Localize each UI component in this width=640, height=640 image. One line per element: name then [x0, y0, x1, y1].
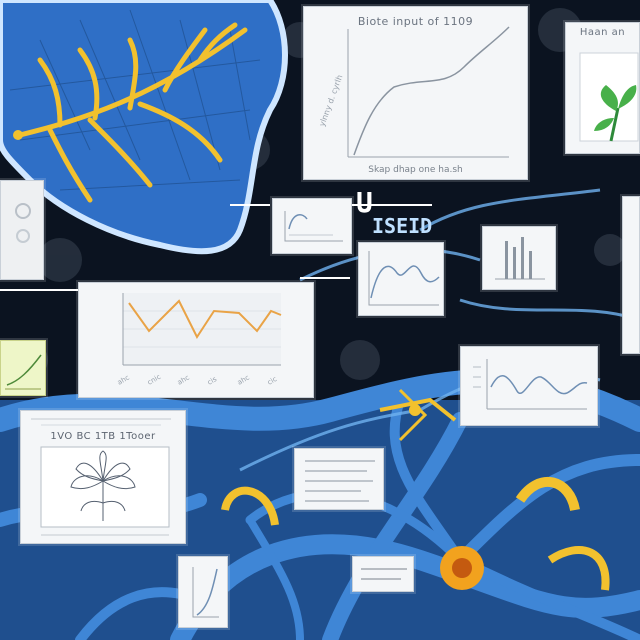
svg-text:ahc: ahc: [176, 373, 191, 386]
mini-chart-2: [358, 242, 444, 316]
top-chart-caption: Skap dhap one ha.sh: [368, 165, 463, 175]
bottom-mini-panel: [178, 556, 228, 628]
edge-panel-right: [622, 196, 640, 354]
plant-panel-title: Haan an: [579, 27, 626, 38]
bottom-label-panel: [352, 556, 414, 592]
mini-chart-1: [272, 198, 352, 254]
svg-text:cic: cic: [266, 375, 278, 387]
svg-text:ahc: ahc: [116, 373, 131, 386]
left-thumbnail: [0, 180, 44, 280]
plant-panel: Haan an: [565, 22, 640, 154]
flower-panel: 1VO BC 1TB 1Tooer: [20, 410, 186, 544]
text-panel: [294, 448, 384, 510]
leaf-icon: [0, 0, 288, 255]
top-line-chart: ylnny d. cyrlh Biote input of 1109 Skap …: [303, 6, 528, 180]
flower-icon: [31, 418, 171, 536]
orange-line-chart: ahc cnic ahc cis ahc cic: [78, 282, 314, 398]
svg-text:ylnny d. cyrlh: ylnny d. cyrlh: [317, 74, 344, 128]
green-thumbnail: [0, 340, 46, 396]
plant-icon: [579, 52, 639, 142]
connector-glyph-top: U: [356, 186, 373, 219]
svg-text:cnic: cnic: [146, 373, 162, 387]
top-chart-title: Biote input of 1109: [357, 15, 474, 28]
iseid-label: ISEID: [372, 214, 433, 238]
flower-panel-title: 1VO BC 1TB 1Tooer: [50, 431, 156, 442]
svg-text:cis: cis: [206, 375, 218, 387]
neuron-icon: [221, 388, 610, 591]
svg-text:ahc: ahc: [236, 373, 251, 386]
wave-chart: [460, 346, 598, 426]
top-chart-plot: ylnny d. cyrlh: [317, 26, 510, 158]
mini-bars-panel: [482, 226, 556, 290]
